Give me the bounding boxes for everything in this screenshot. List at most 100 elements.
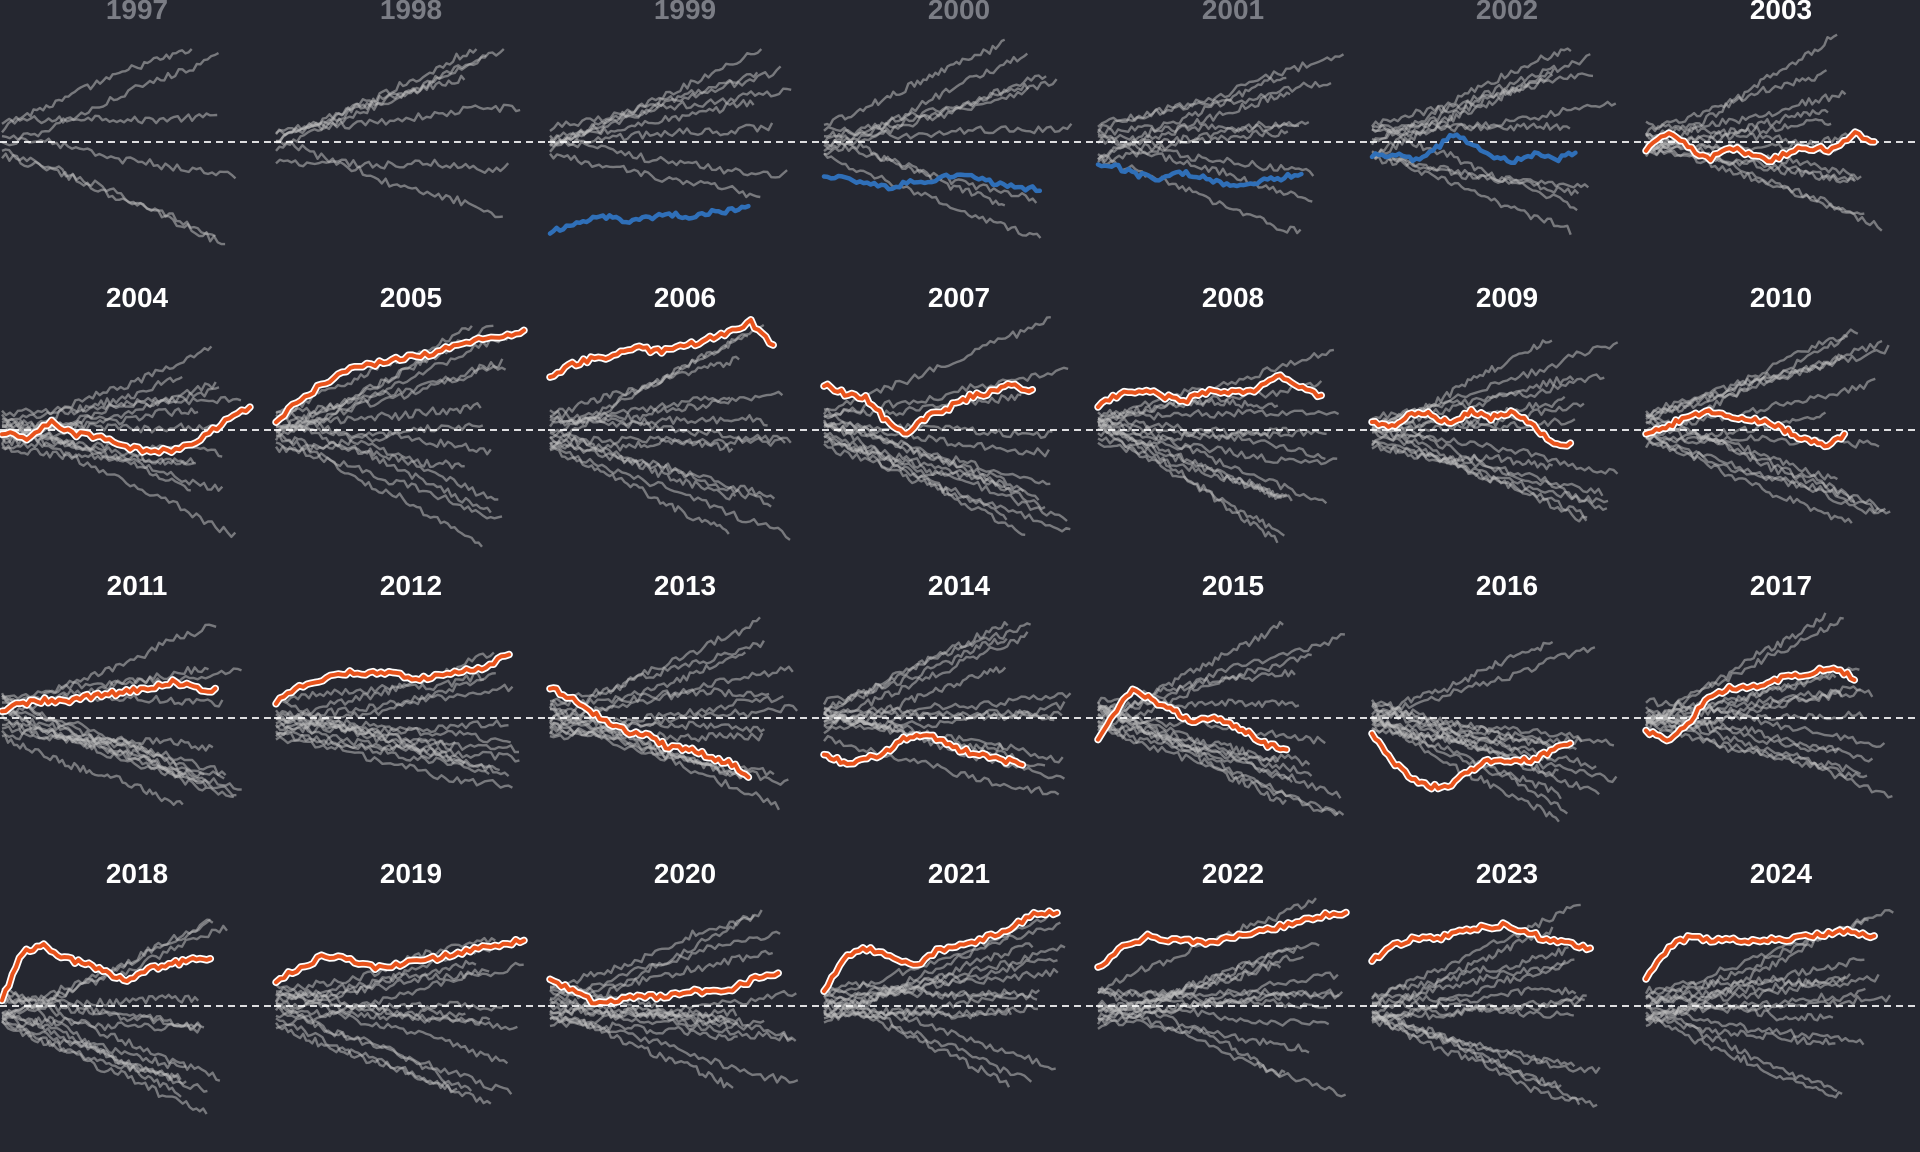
highlight-line: [1644, 666, 1857, 743]
panel-plot: [1642, 612, 1918, 799]
context-line: [823, 52, 1029, 153]
context-line: [1097, 120, 1300, 137]
highlight-line: [1644, 408, 1847, 449]
panel-plot: [1642, 328, 1918, 524]
context-line: [549, 428, 772, 508]
highlight-line: [1096, 910, 1348, 970]
highlight-line: [1370, 731, 1573, 791]
context-line: [1097, 986, 1344, 998]
panel-2001: 2001: [1095, 0, 1370, 288]
context-line: [1371, 646, 1596, 720]
panel-2011: 2011: [0, 572, 274, 864]
panel-2016: 2016: [1368, 572, 1644, 864]
context-line: [1645, 436, 1853, 524]
context-line: [823, 366, 1069, 420]
context-line: [549, 1015, 738, 1042]
panel-title: 2001: [1201, 0, 1265, 25]
context-line: [823, 707, 1063, 721]
panel-title: 2017: [1749, 570, 1813, 601]
context-line: [1645, 377, 1876, 432]
panel-title: 1998: [379, 0, 443, 25]
panel-2008: 2008: [1094, 284, 1370, 576]
context-line: [823, 434, 1040, 501]
context-line: [1645, 420, 1887, 513]
context-line: [1644, 690, 1843, 731]
context-line: [1645, 434, 1891, 515]
context-line: [1645, 909, 1894, 999]
context-line: [822, 621, 1009, 716]
context-line: [1097, 1002, 1330, 1027]
context-line: [822, 83, 1030, 145]
highlight-line: [822, 381, 1035, 436]
panel-plot: [1368, 640, 1644, 823]
panel-2007: 2007: [820, 284, 1096, 576]
panel-2014: 2014: [820, 572, 1096, 864]
context-line: [549, 695, 784, 731]
context-line: [549, 998, 739, 1028]
context-line: [1370, 945, 1569, 1000]
context-line: [823, 420, 1050, 458]
context-line: [1645, 973, 1880, 1007]
panel-title: 2008: [1201, 282, 1265, 313]
context-line: [823, 152, 1042, 239]
panel-plot: [1642, 33, 1918, 232]
panel-plot: [0, 918, 274, 1115]
context-line: [1371, 154, 1580, 196]
panel-2010: 2010: [1642, 284, 1918, 576]
context-line: [822, 1006, 1012, 1020]
context-line: [1371, 440, 1604, 497]
context-line: [275, 990, 509, 1065]
panel-2019: 2019: [272, 860, 548, 1152]
context-line: [549, 716, 766, 733]
context-line: [275, 715, 512, 744]
context-line: [549, 396, 731, 428]
context-line: [275, 1017, 492, 1105]
panel-plot: [1368, 903, 1644, 1108]
context-line: [275, 1022, 458, 1094]
panel-2004: 2004: [0, 284, 274, 576]
panel-plot: [820, 316, 1096, 536]
panel-title: 2019: [379, 858, 443, 889]
context-line: [1645, 414, 1855, 503]
context-line: [549, 122, 774, 147]
context-line: [1, 1016, 208, 1115]
highlight-line: [548, 971, 781, 1006]
panel-title: 1997: [105, 0, 169, 25]
context-line: [823, 423, 1051, 486]
context-line: [823, 431, 1008, 521]
context-line: [1645, 720, 1862, 775]
context-line: [1, 1020, 182, 1082]
context-line: [549, 441, 730, 535]
context-line: [1, 395, 242, 418]
context-line: [1097, 653, 1312, 732]
panel-plot: [1642, 909, 1918, 1099]
context-line: [823, 701, 1066, 735]
panel-plot: [1368, 339, 1644, 523]
highlight-line: [822, 909, 1060, 994]
context-line: [823, 666, 1007, 729]
context-line: [1645, 957, 1865, 1021]
past-highlight-line: [547, 203, 751, 236]
panel-plot: [820, 621, 1096, 796]
context-line: [1097, 719, 1313, 777]
context-line: [1, 734, 184, 806]
highlight-line: [548, 686, 751, 780]
context-line: [1096, 720, 1279, 763]
context-line: [1371, 150, 1572, 236]
panel-title: 2022: [1201, 858, 1265, 889]
panel-title: 2004: [105, 282, 169, 313]
context-line: [275, 1003, 513, 1095]
context-line: [1645, 354, 1844, 425]
context-line: [1371, 986, 1577, 1004]
context-line: [1, 444, 195, 466]
past-highlight-line: [821, 172, 1043, 194]
context-line: [274, 959, 477, 1003]
context-line: [275, 651, 495, 727]
context-line: [1370, 339, 1553, 432]
context-line: [1645, 925, 1842, 1028]
context-line: [274, 74, 466, 137]
panel-title: 2012: [379, 570, 443, 601]
panel-title: 2018: [105, 858, 169, 889]
context-line: [1097, 441, 1288, 498]
context-line: [1097, 157, 1302, 235]
